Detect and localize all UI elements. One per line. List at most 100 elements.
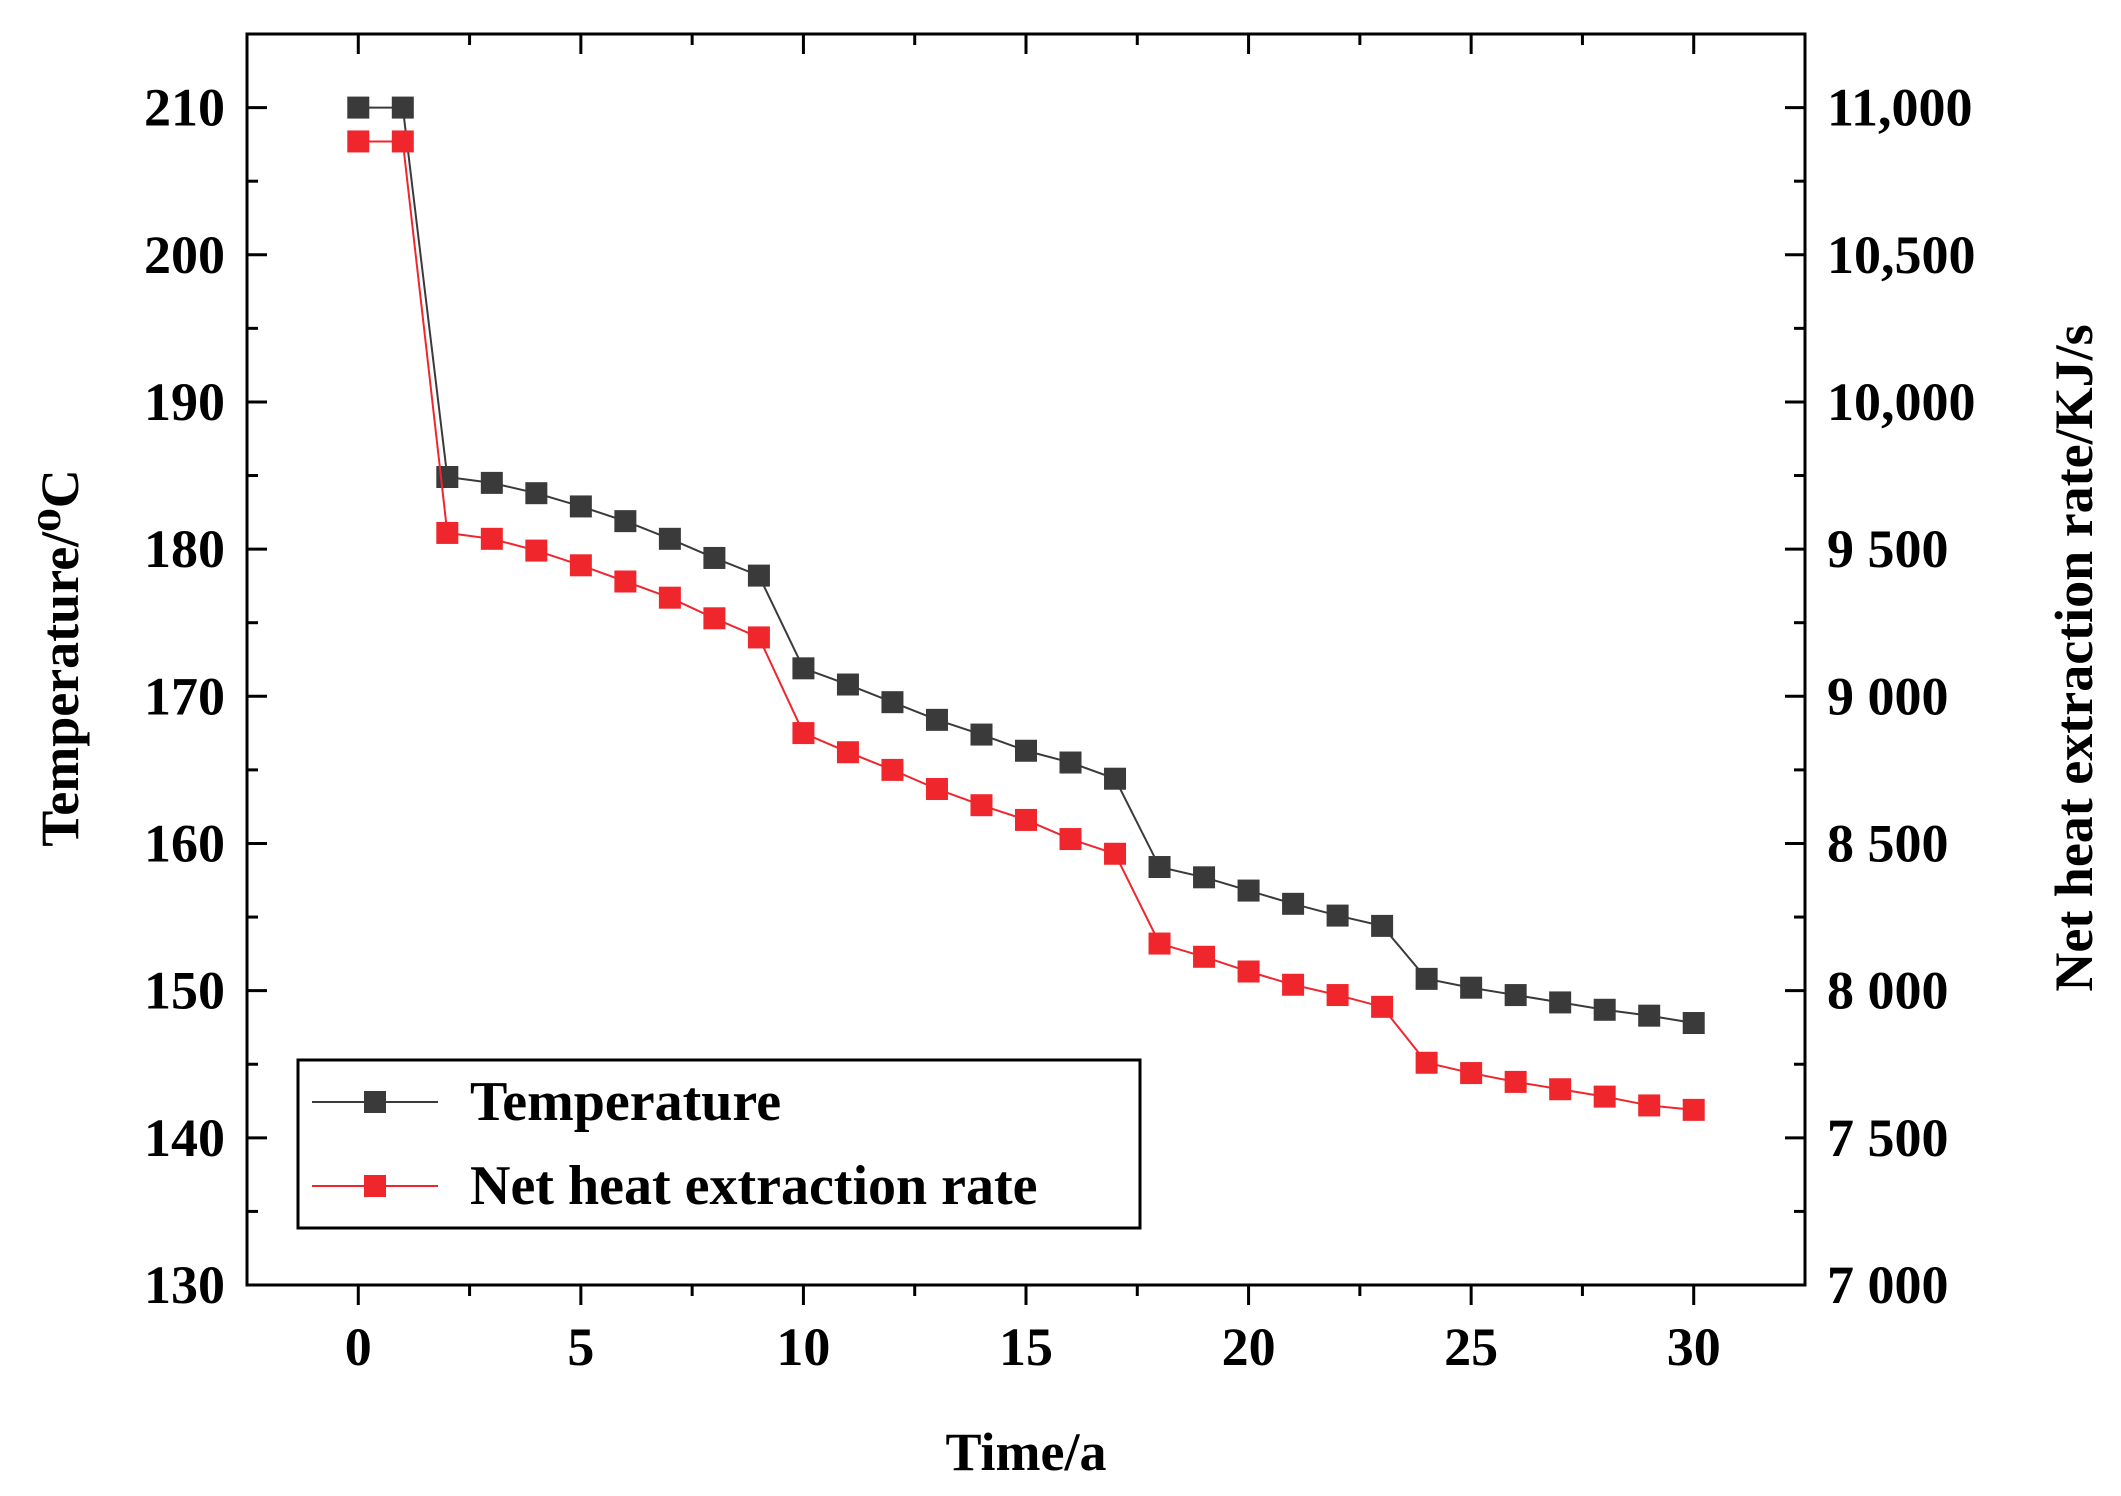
data-point-temperature <box>1371 914 1394 937</box>
x-tick-label: 0 <box>345 1317 372 1377</box>
y-left-tick-label: 140 <box>144 1108 225 1168</box>
data-point-net-heat-extraction <box>347 130 370 153</box>
data-point-net-heat-extraction <box>925 778 948 801</box>
data-point-net-heat-extraction <box>747 626 770 649</box>
right-y-axis-title: Net heat extraction rate/KJ/s <box>2044 324 2104 991</box>
data-point-net-heat-extraction <box>658 586 681 609</box>
data-point-temperature <box>970 723 993 746</box>
data-point-net-heat-extraction <box>614 570 637 593</box>
data-point-net-heat-extraction <box>1059 828 1082 851</box>
data-point-temperature <box>1237 879 1260 902</box>
data-point-temperature <box>480 471 503 494</box>
data-point-net-heat-extraction <box>836 741 859 764</box>
legend-label-net-heat: Net heat extraction rate <box>470 1155 1038 1217</box>
data-point-net-heat-extraction <box>970 794 993 817</box>
data-point-net-heat-extraction <box>1460 1062 1483 1085</box>
y-right-tick-label: 9 500 <box>1827 519 1949 579</box>
data-point-net-heat-extraction <box>525 539 548 562</box>
data-point-temperature <box>347 96 370 119</box>
legend-label-temperature: Temperature <box>470 1071 781 1133</box>
data-point-temperature <box>391 96 414 119</box>
data-point-temperature <box>1682 1012 1705 1035</box>
data-point-net-heat-extraction <box>1415 1051 1438 1074</box>
y-right-tick-label: 8 000 <box>1827 961 1949 1021</box>
y-left-tick-label: 130 <box>144 1255 225 1315</box>
series-line-temperature <box>358 106 1694 1025</box>
y-right-tick-label: 9 000 <box>1827 666 1949 726</box>
legend: Temperature Net heat extraction rate <box>296 1058 1142 1230</box>
data-point-net-heat-extraction <box>1549 1078 1572 1101</box>
data-point-temperature <box>836 673 859 696</box>
data-point-temperature <box>614 510 637 533</box>
data-point-net-heat-extraction <box>1682 1098 1705 1121</box>
data-point-net-heat-extraction <box>881 758 904 781</box>
y-right-tick-label: 8 500 <box>1827 813 1949 873</box>
data-point-net-heat-extraction <box>569 554 592 577</box>
data-point-temperature <box>703 546 726 569</box>
data-point-temperature <box>1015 739 1037 762</box>
data-point-net-heat-extraction <box>1148 932 1171 955</box>
data-point-net-heat-extraction <box>1504 1070 1527 1093</box>
x-tick-label: 10 <box>776 1317 830 1377</box>
x-tick-label: 20 <box>1222 1317 1276 1377</box>
x-tick-label: 5 <box>567 1317 594 1377</box>
data-point-net-heat-extraction <box>1193 945 1216 968</box>
data-point-net-heat-extraction <box>1015 808 1037 831</box>
data-point-net-heat-extraction <box>792 722 815 745</box>
data-point-temperature <box>1326 904 1349 927</box>
x-tick-label: 25 <box>1444 1317 1498 1377</box>
data-point-temperature <box>881 691 904 714</box>
data-point-temperature <box>569 495 592 518</box>
data-point-net-heat-extraction <box>703 607 726 630</box>
data-point-temperature <box>658 527 681 550</box>
left-y-axis-title: Temperature/⁰C <box>30 469 90 847</box>
series-layer <box>347 96 1705 1121</box>
data-point-net-heat-extraction <box>1371 995 1394 1018</box>
data-point-temperature <box>1549 991 1572 1014</box>
data-point-temperature <box>1148 856 1171 879</box>
right-y-axis: 7 000 7 500 8 000 8 500 9 000 9 500 10,000 10,5… <box>1785 78 1976 1315</box>
data-point-temperature <box>1504 984 1527 1007</box>
data-point-temperature <box>792 657 815 680</box>
y-right-tick-label: 10,000 <box>1827 372 1976 432</box>
data-point-temperature <box>1059 751 1082 774</box>
x-axis: 0 5 10 15 20 25 30 <box>345 34 1721 1377</box>
y-right-tick-label: 7 500 <box>1827 1108 1949 1168</box>
data-point-temperature <box>925 708 948 731</box>
data-point-temperature <box>1460 976 1483 999</box>
legend-marker-net-heat <box>364 1175 386 1197</box>
data-point-temperature <box>1193 866 1216 889</box>
data-point-temperature <box>1282 892 1305 915</box>
x-tick-label: 30 <box>1667 1317 1721 1377</box>
y-left-tick-label: 190 <box>144 372 225 432</box>
legend-marker-temperature <box>364 1091 386 1113</box>
x-axis-title: Time/a <box>946 1422 1107 1482</box>
data-point-net-heat-extraction <box>1282 973 1305 996</box>
y-left-tick-label: 200 <box>144 225 225 285</box>
data-point-temperature <box>1638 1004 1661 1027</box>
y-right-tick-label: 7 000 <box>1827 1255 1949 1315</box>
data-point-net-heat-extraction <box>391 130 414 153</box>
data-point-net-heat-extraction <box>436 521 459 544</box>
legend-box <box>296 1058 1142 1230</box>
series-line-net-heat-extraction <box>358 140 1694 1111</box>
left-y-axis: 130 140 150 160 170 180 190 200 210 <box>144 78 267 1315</box>
data-point-net-heat-extraction <box>1237 960 1260 983</box>
data-point-net-heat-extraction <box>1326 984 1349 1007</box>
y-left-tick-label: 170 <box>144 666 225 726</box>
y-left-tick-label: 210 <box>144 78 225 138</box>
data-point-temperature <box>1593 998 1616 1021</box>
y-right-tick-label: 10,500 <box>1827 225 1976 285</box>
data-point-net-heat-extraction <box>480 527 503 550</box>
data-point-net-heat-extraction <box>1593 1085 1616 1108</box>
y-left-tick-label: 160 <box>144 813 225 873</box>
data-point-temperature <box>1104 767 1127 790</box>
data-point-net-heat-extraction <box>1104 842 1127 865</box>
y-left-tick-label: 180 <box>144 519 225 579</box>
data-point-temperature <box>525 482 548 505</box>
y-left-tick-label: 150 <box>144 961 225 1021</box>
data-point-net-heat-extraction <box>1638 1094 1661 1117</box>
x-tick-label: 15 <box>999 1317 1053 1377</box>
data-point-temperature <box>747 564 770 587</box>
